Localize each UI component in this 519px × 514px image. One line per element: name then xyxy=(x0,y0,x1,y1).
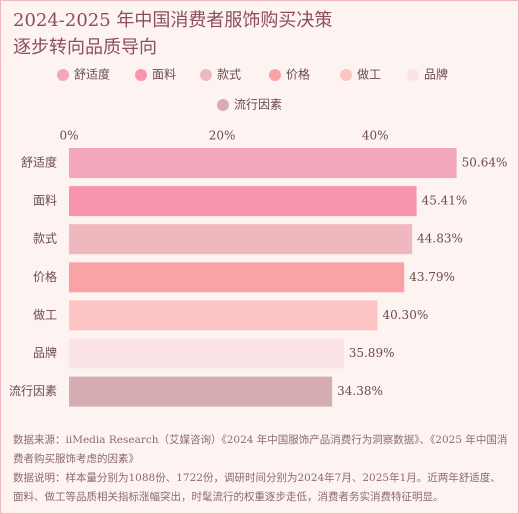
value-label: 35.89% xyxy=(349,346,395,360)
y-tick-label: 面料 xyxy=(33,194,57,208)
legend-marker xyxy=(217,99,229,111)
x-tick-label: 40% xyxy=(362,129,389,143)
y-tick-label: 流行因素 xyxy=(9,384,57,398)
value-label: 34.38% xyxy=(337,384,383,398)
legend-marker xyxy=(340,69,352,81)
legend-label: 做工 xyxy=(357,67,381,82)
legend-label: 价格 xyxy=(286,67,310,82)
legend-marker xyxy=(200,69,212,81)
chart-title: 逐步转向品质导向 xyxy=(13,37,157,58)
bar xyxy=(69,148,457,178)
legend-label: 舒适度 xyxy=(74,67,110,82)
legend-marker xyxy=(407,69,419,81)
legend-label: 面料 xyxy=(152,68,176,82)
bar xyxy=(69,376,333,407)
legend-label: 品牌 xyxy=(424,68,448,82)
legend-marker xyxy=(269,69,281,81)
source-note: 数据来源：iiMedia Research（艾媒咨询）《2024 年中国服饰产品… xyxy=(13,434,508,465)
chart: 2024-2025 年中国消费者服饰购买决策 逐步转向品质导向 舒适度 面料 款式价… xyxy=(9,10,508,407)
legend-label: 款式 xyxy=(217,68,241,82)
y-tick-label: 做工 xyxy=(33,307,57,322)
bar xyxy=(69,224,413,255)
value-label: 50.64% xyxy=(462,156,508,170)
value-label: 43.79% xyxy=(409,270,455,284)
bar xyxy=(69,186,417,217)
y-tick-label: 价格 xyxy=(33,269,57,284)
notes: 数据来源：iiMedia Research（艾媒咨询）《2024 年中国服饰产品… xyxy=(13,431,509,507)
value-label: 40.30% xyxy=(382,308,428,322)
data-note: 数据说明：样本量分别为1088份、1722份，调研时间分别为2024年7月、20… xyxy=(13,472,501,503)
x-tick-label: 0% xyxy=(59,129,78,143)
value-label: 44.83% xyxy=(417,232,463,246)
chart-title: 2024-2025 年中国消费者服饰购买决策 xyxy=(13,10,332,31)
bar xyxy=(69,338,344,369)
value-label: 45.41% xyxy=(422,194,468,208)
legend-marker xyxy=(135,69,147,81)
legend-marker xyxy=(57,69,69,81)
y-tick-label: 品牌 xyxy=(33,346,57,360)
y-tick-label: 舒适度 xyxy=(21,155,57,170)
bar xyxy=(69,262,405,293)
y-tick-label: 款式 xyxy=(33,232,57,246)
legend-label: 流行因素 xyxy=(234,98,282,112)
x-tick-label: 20% xyxy=(209,129,236,143)
bar xyxy=(69,300,378,331)
